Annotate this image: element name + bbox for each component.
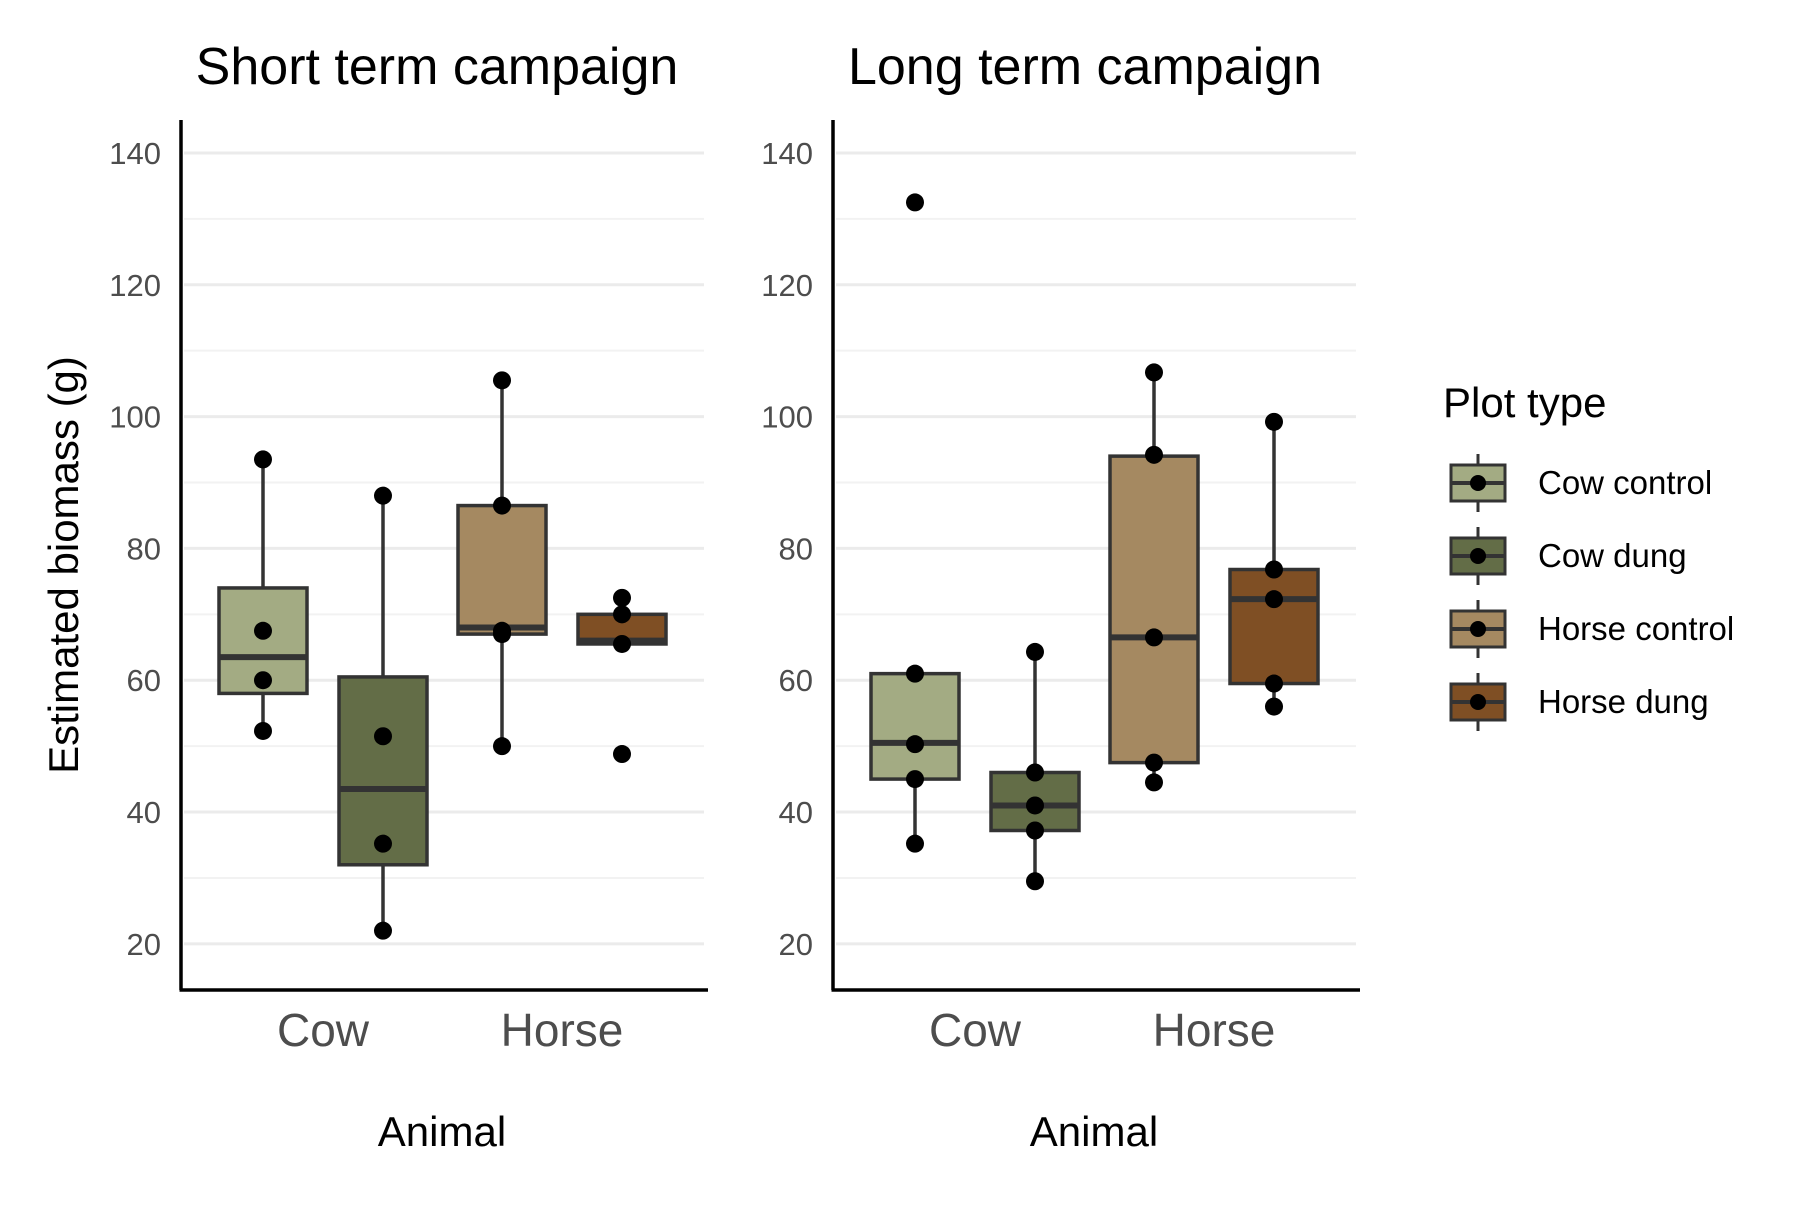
data-point	[613, 634, 631, 653]
data-point	[613, 745, 631, 764]
data-point	[374, 834, 392, 853]
panel-title: Short term campaign	[196, 38, 679, 96]
legend-key-point	[1470, 621, 1486, 637]
data-point	[1026, 763, 1044, 782]
x-axis-title: Animal	[1030, 1108, 1158, 1155]
panel-title: Long term campaign	[848, 38, 1322, 96]
data-point	[1145, 753, 1163, 772]
box-horse-control	[1108, 454, 1200, 765]
data-point	[493, 737, 511, 756]
y-tick-label: 100	[761, 400, 813, 435]
box-cow-dung	[337, 675, 429, 867]
y-tick-label: 120	[109, 268, 161, 303]
x-tick-label: Horse	[1153, 1004, 1276, 1056]
data-point	[906, 735, 924, 754]
data-point	[254, 671, 272, 690]
data-point	[906, 664, 924, 683]
y-tick-label: 60	[127, 663, 161, 698]
box-horse-control	[456, 503, 548, 636]
y-tick-label: 140	[109, 136, 161, 171]
x-axis-title: Animal	[378, 1108, 506, 1155]
data-point	[1026, 642, 1044, 661]
data-point	[254, 621, 272, 640]
y-tick-label: 100	[109, 400, 161, 435]
data-point	[254, 721, 272, 740]
data-point	[1265, 590, 1283, 609]
y-tick-label: 80	[127, 531, 161, 566]
data-point	[1026, 821, 1044, 840]
data-point	[906, 770, 924, 789]
legend-entry-label: Cow control	[1538, 464, 1712, 501]
data-point	[1026, 872, 1044, 891]
data-point	[906, 834, 924, 853]
data-point	[1265, 412, 1283, 431]
data-point	[493, 496, 511, 515]
data-point	[1265, 560, 1283, 579]
legend-entry-label: Horse control	[1538, 610, 1734, 647]
x-tick-label: Horse	[501, 1004, 624, 1056]
legend-key-point	[1470, 475, 1486, 491]
data-point	[1026, 796, 1044, 815]
y-tick-label: 140	[761, 136, 813, 171]
data-point	[374, 921, 392, 940]
data-point	[1145, 628, 1163, 647]
legend-entry-label: Horse dung	[1538, 683, 1709, 720]
data-point	[1145, 773, 1163, 792]
y-tick-label: 20	[127, 927, 161, 962]
legend-key-point	[1470, 694, 1486, 710]
legend-entry-label: Cow dung	[1538, 537, 1687, 574]
x-tick-label: Cow	[277, 1004, 370, 1056]
data-point	[493, 371, 511, 390]
data-point	[374, 486, 392, 505]
y-tick-label: 20	[779, 927, 813, 962]
y-tick-label: 40	[779, 795, 813, 830]
data-point	[906, 193, 924, 212]
data-point	[493, 625, 511, 644]
data-point	[1265, 674, 1283, 693]
x-tick-label: Cow	[929, 1004, 1022, 1056]
y-axis-title: Estimated biomass (g)	[40, 356, 87, 774]
data-point	[1145, 445, 1163, 464]
y-tick-label: 60	[779, 663, 813, 698]
data-point	[613, 605, 631, 624]
data-point	[254, 450, 272, 469]
legend-key-point	[1470, 548, 1486, 564]
box-cow-control	[869, 671, 961, 781]
data-point	[1265, 697, 1283, 716]
data-point	[374, 727, 392, 746]
data-point	[1145, 363, 1163, 382]
data-point	[613, 588, 631, 607]
y-tick-label: 120	[761, 268, 813, 303]
box-horse-dung	[1228, 567, 1320, 686]
y-tick-label: 40	[127, 795, 161, 830]
y-tick-label: 80	[779, 531, 813, 566]
legend-title: Plot type	[1443, 379, 1606, 426]
